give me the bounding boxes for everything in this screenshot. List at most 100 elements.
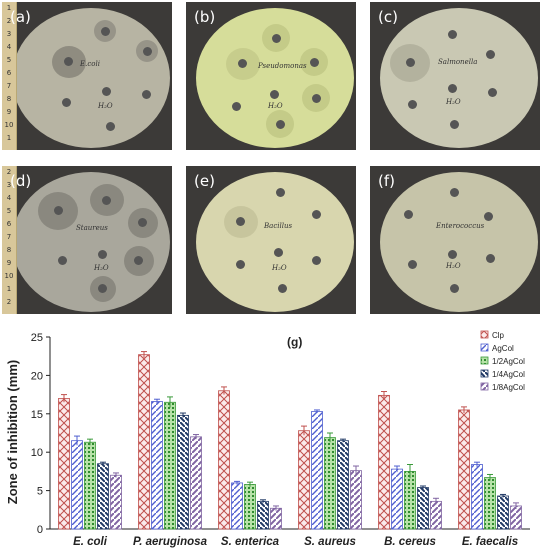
well [142, 90, 151, 99]
y-tick-label: 5 [37, 486, 43, 498]
y-tick-label: 10 [31, 447, 43, 459]
bar-1-2AgCol [484, 477, 496, 530]
well [236, 260, 245, 269]
well [450, 188, 459, 197]
plate-photo-e: Bacillus H₂O (e) [186, 166, 356, 314]
bar-AgCol [71, 440, 83, 530]
x-tick-label: P. aeruginosa [133, 536, 208, 548]
bar-1-4AgCol [257, 500, 269, 530]
plate-label: Staureus [76, 224, 108, 232]
x-tick-label: E. coli [73, 536, 108, 548]
x-tick-label: B. cereus [384, 536, 436, 548]
petri-plate [196, 172, 354, 312]
legend-swatch [480, 330, 489, 339]
legend-swatch [480, 343, 489, 352]
legend-label: 1/8AgCol [492, 383, 525, 392]
well [312, 256, 321, 265]
h2o-label: H₂O [446, 98, 461, 106]
y-tick-label: 15 [31, 409, 43, 421]
bars-group: E. coli P. aeruginosa S. enterica S. aureus… [58, 351, 522, 548]
well [134, 256, 143, 265]
well [236, 217, 245, 226]
y-tick-label: 0 [37, 524, 43, 536]
well [238, 59, 247, 68]
bar-1-2AgCol [244, 484, 256, 530]
well [101, 27, 110, 36]
well [488, 88, 497, 97]
bar-Clp [378, 394, 390, 530]
y-tick-label: 25 [31, 332, 43, 344]
panel-tag: (a) [10, 8, 31, 26]
bar-1-8AgCol [430, 500, 442, 530]
y-axis-label: Zone of inhibition (mm) [5, 360, 20, 504]
well [408, 260, 417, 269]
well [486, 254, 495, 263]
well [310, 58, 319, 67]
well [143, 47, 152, 56]
ruler: 2 3 4 5 6 7 8 9 10 1 2 [2, 166, 17, 314]
legend: Clp AgCol 1/2AgCol 1/4AgCol 1/8AgCol [480, 330, 525, 392]
h2o-label: H₂O [98, 102, 113, 110]
legend-swatch [480, 369, 489, 378]
well [450, 120, 459, 129]
x-tick-label: E. faecalis [462, 536, 518, 548]
bar-Clp [298, 430, 310, 530]
well [102, 196, 111, 205]
plate-photo-f: Enterococcus H₂O (f) [370, 166, 540, 314]
x-tick-label: S. aureus [304, 536, 356, 548]
ruler: 1 2 3 4 5 6 7 8 9 10 1 [2, 2, 17, 150]
well [98, 250, 107, 259]
well [448, 250, 457, 259]
bar-1-8AgCol [270, 507, 282, 530]
bar-1-4AgCol [97, 463, 109, 530]
well [98, 284, 107, 293]
well [58, 256, 67, 265]
well [448, 30, 457, 39]
bar-1-8AgCol [510, 505, 522, 530]
y-tick-label: 20 [31, 370, 43, 382]
well [450, 284, 459, 293]
well [404, 210, 413, 219]
well [276, 120, 285, 129]
h2o-label: H₂O [94, 264, 109, 272]
bar-AgCol [391, 468, 403, 530]
h2o-label: H₂O [272, 264, 287, 272]
panel-tag: (c) [378, 8, 398, 26]
inhibition-bar-chart: 0 5 10 15 20 25 E. coli P. aeruginosa S. enteri… [5, 330, 530, 548]
well [54, 206, 63, 215]
bar-Clp [458, 409, 470, 530]
well [484, 212, 493, 221]
axes: 0 5 10 15 20 25 [31, 332, 530, 536]
bar-Clp [138, 354, 150, 530]
bar-1-2AgCol [324, 437, 336, 530]
bar-Clp [58, 398, 70, 530]
well [276, 188, 285, 197]
legend-swatch [480, 356, 489, 365]
bar-1-4AgCol [177, 414, 189, 530]
legend-label: 1/2AgCol [492, 357, 525, 366]
plate-photos-grid: E.coli H₂O 1 2 3 4 5 6 7 8 9 10 1 (a) Pseudomonas … [2, 2, 540, 314]
bar-Clp [218, 390, 230, 530]
plate-label: Bacillus [264, 222, 293, 230]
h2o-label: H₂O [446, 262, 461, 270]
legend-swatch [480, 382, 489, 391]
panel-label: (g) [287, 335, 302, 349]
plate-label: Pseudomonas [258, 62, 307, 70]
bar-1-8AgCol [110, 474, 122, 530]
bar-1-4AgCol [337, 440, 349, 530]
panel-tag: (e) [194, 172, 215, 190]
bar-AgCol [231, 482, 243, 530]
well [272, 34, 281, 43]
plate-photo-b: Pseudomonas H₂O (b) [186, 2, 356, 150]
plate-photo-c: Salmonella H₂O (c) [370, 2, 540, 150]
well [270, 90, 279, 99]
well [102, 87, 111, 96]
bar-1-2AgCol [404, 470, 416, 530]
well [312, 94, 321, 103]
bar-1-2AgCol [164, 401, 176, 530]
well [278, 284, 287, 293]
well [232, 102, 241, 111]
well [312, 210, 321, 219]
well [274, 248, 283, 257]
well [408, 100, 417, 109]
